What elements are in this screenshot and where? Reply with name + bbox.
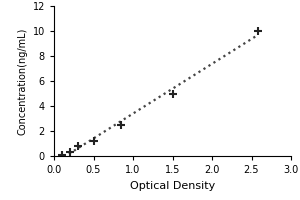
Y-axis label: Concentration(ng/mL): Concentration(ng/mL)	[17, 27, 27, 135]
X-axis label: Optical Density: Optical Density	[130, 181, 215, 191]
